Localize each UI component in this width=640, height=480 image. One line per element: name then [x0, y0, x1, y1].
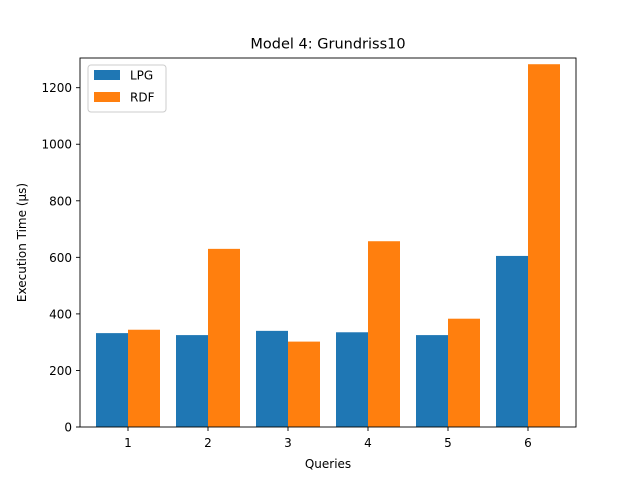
bar-lpg-query-3 [256, 331, 288, 427]
bar-lpg-query-4 [336, 332, 368, 427]
x-tick-label: 5 [444, 436, 452, 450]
y-tick-label: 200 [49, 364, 72, 378]
legend-label-rdf: RDF [130, 91, 155, 105]
y-axis-label: Execution Time (µs) [15, 183, 29, 302]
y-tick-label: 0 [64, 421, 72, 435]
bar-rdf-query-6 [528, 64, 560, 427]
legend-label-lpg: LPG [130, 69, 153, 83]
bar-lpg-query-1 [96, 333, 128, 427]
bar-rdf-query-3 [288, 342, 320, 427]
bar-rdf-query-2 [208, 249, 240, 427]
y-tick-label: 1200 [41, 81, 72, 95]
x-tick-label: 3 [284, 436, 292, 450]
y-tick-label: 1000 [41, 138, 72, 152]
y-tick-label: 600 [49, 251, 72, 265]
legend: LPG RDF [88, 65, 166, 112]
bar-rdf-query-1 [128, 330, 160, 427]
chart-title: Model 4: Grundriss10 [250, 37, 405, 53]
bar-rdf-query-5 [448, 319, 480, 427]
bar-lpg-query-2 [176, 335, 208, 427]
y-tick-label: 800 [49, 194, 72, 208]
x-axis-label: Queries [305, 457, 351, 471]
bar-lpg-query-5 [416, 335, 448, 427]
bar-rdf-query-4 [368, 241, 400, 427]
x-tick-label: 4 [364, 436, 372, 450]
legend-swatch-lpg [94, 70, 120, 80]
x-tick-label: 1 [124, 436, 132, 450]
x-tick-label: 6 [524, 436, 532, 450]
y-tick-label: 400 [49, 307, 72, 321]
legend-swatch-rdf [94, 92, 120, 102]
bar-lpg-query-6 [496, 256, 528, 427]
x-tick-label: 2 [204, 436, 212, 450]
